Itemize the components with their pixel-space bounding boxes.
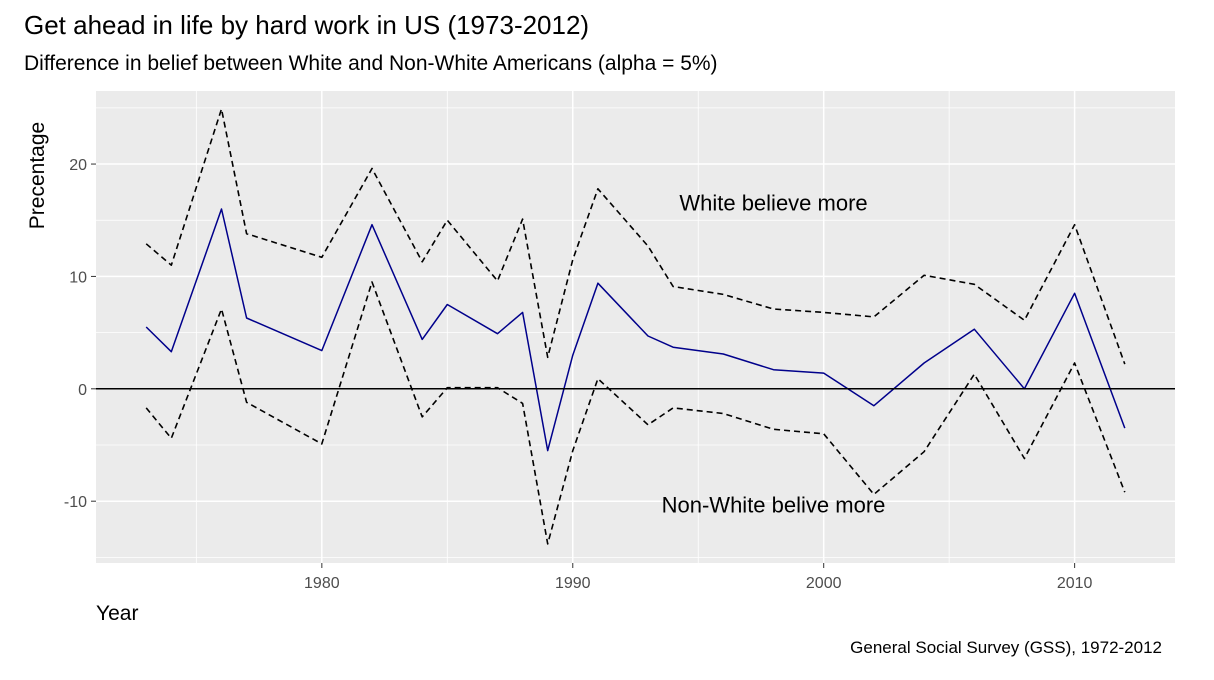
y-tick-label: 20 — [69, 157, 87, 174]
plot-panel — [96, 91, 1175, 563]
y-tick-label: 0 — [78, 382, 87, 399]
y-tick-label: 10 — [69, 269, 87, 286]
axis-ticks: 1980 1990 2000 2010 -10 0 10 20 — [64, 157, 1093, 592]
y-axis-label: Precentage — [26, 122, 49, 229]
x-tick-label: 1990 — [555, 575, 591, 592]
estimate-line — [145, 208, 1126, 452]
x-tick-label: 2010 — [1057, 575, 1093, 592]
minor-gridlines — [96, 91, 1175, 563]
annotation-label: White believe more — [679, 190, 867, 215]
chart-title: Get ahead in life by hard work in US (19… — [24, 10, 590, 40]
x-axis-label: Year — [96, 602, 138, 625]
series-lines — [96, 108, 1175, 545]
annotations: White believe more Non-White belive more — [662, 190, 886, 517]
chart-caption: General Social Survey (GSS), 1972-2012 — [850, 638, 1162, 657]
y-tick-label: -10 — [64, 494, 87, 511]
chart-subtitle: Difference in belief between White and N… — [24, 52, 718, 75]
annotation-label: Non-White belive more — [662, 493, 886, 518]
x-tick-label: 1980 — [304, 575, 340, 592]
upper-line — [145, 108, 1126, 365]
x-tick-label: 2000 — [806, 575, 842, 592]
major-gridlines — [96, 91, 1175, 563]
